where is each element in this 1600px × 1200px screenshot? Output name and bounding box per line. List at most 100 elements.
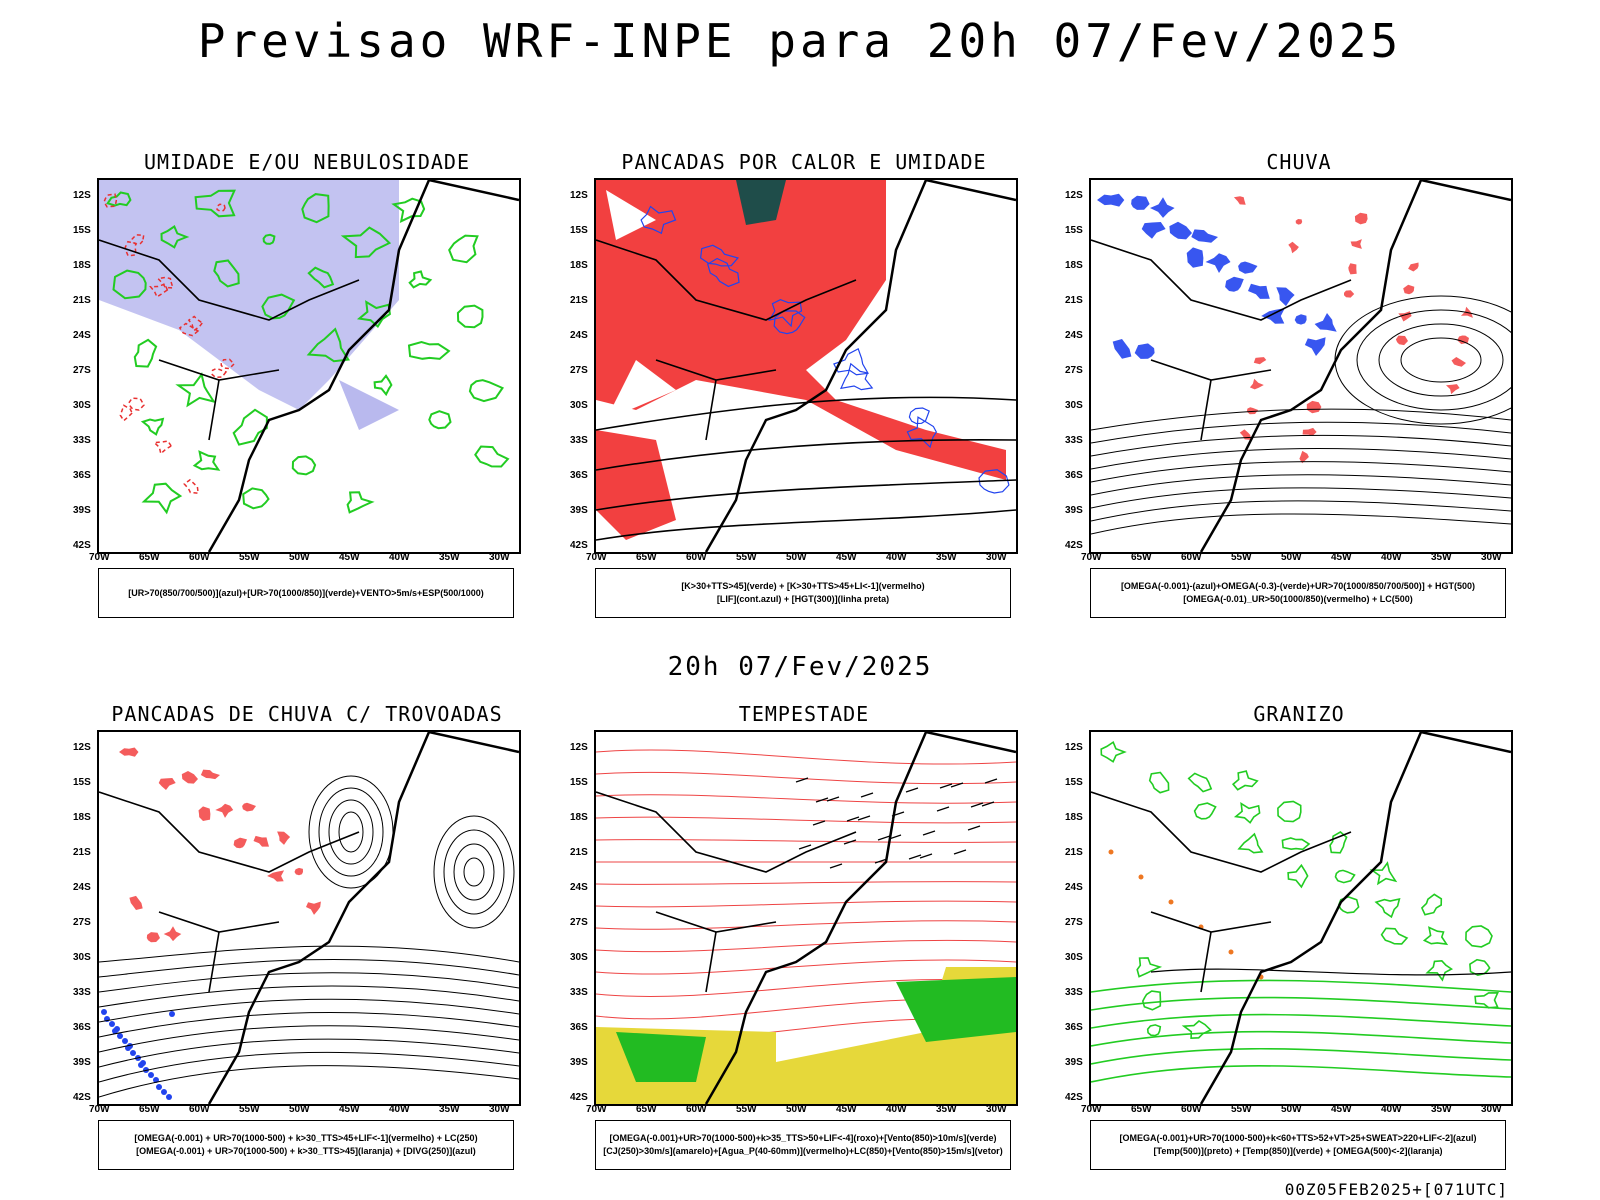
lat-tick-label: 39S <box>1065 1057 1083 1068</box>
lon-tick-label: 55W <box>1231 552 1252 563</box>
humidity-contour <box>468 379 505 403</box>
lon-tick-label: 45W <box>339 552 360 563</box>
convection-fill <box>596 430 676 540</box>
hgt-contour <box>1091 448 1511 470</box>
lat-tick-label: 42S <box>570 540 588 551</box>
temp850-contour <box>1091 996 1511 1011</box>
storm-red <box>158 778 176 790</box>
lon-tick-label: 30W <box>1481 1104 1502 1115</box>
coastline <box>1199 180 1511 552</box>
lat-tick-label: 15S <box>73 225 91 236</box>
humidity-contour <box>373 374 393 397</box>
wind-fill <box>896 977 1016 1042</box>
legend-line: [Temp(500)](preto) + [Temp(850)](verde) … <box>1153 1146 1443 1156</box>
lat-tick-label: 36S <box>570 1022 588 1033</box>
lon-tick-label: 70W <box>586 1104 607 1115</box>
precip-blue <box>1314 313 1337 332</box>
humidity-contour <box>346 491 375 514</box>
precip-blue <box>1294 314 1307 325</box>
humidity-contour <box>232 408 268 446</box>
legend-box: [OMEGA(-0.001)+UR>70(1000-500)+k>35_TTS>… <box>595 1120 1011 1170</box>
lon-tick-label: 65W <box>139 1104 160 1115</box>
humidity-contour <box>261 293 296 320</box>
temp850-contour <box>1469 958 1491 977</box>
storm-red <box>119 747 139 757</box>
wind-vector <box>826 796 840 802</box>
precip-red <box>1239 429 1251 440</box>
storm-red <box>242 802 256 812</box>
precip-red <box>1295 219 1303 225</box>
lon-tick-label: 60W <box>1181 1104 1202 1115</box>
panel-umidade: UMIDADE E/OU NEBULOSIDADE 12S 15S 18S 21S 24S… <box>57 142 557 634</box>
lat-tick-label: 12S <box>1065 742 1083 753</box>
lon-tick-label: 55W <box>736 1104 757 1115</box>
lon-tick-label: 65W <box>1131 552 1152 563</box>
lc-contour <box>596 920 1016 930</box>
lat-tick-label: 27S <box>570 365 588 376</box>
state-borders <box>1091 791 1352 993</box>
storm-red <box>277 831 291 845</box>
lon-tick-label: 55W <box>1231 1104 1252 1115</box>
precip-red <box>1348 263 1357 275</box>
legend-box: [K>30+TTS>45](verde) + [K>30+TTS>45+LI<-… <box>595 568 1011 618</box>
panel-trovoadas: PANCADAS DE CHUVA C/ TROVOADAS 12S 15S 18S 2… <box>57 694 557 1186</box>
hgt-contour <box>596 396 1016 431</box>
temp850-contour <box>1380 927 1409 945</box>
temp850-contour <box>1141 990 1162 1011</box>
lon-tick-label: 35W <box>439 1104 460 1115</box>
temp850-contour <box>1425 959 1454 982</box>
lat-tick-label: 12S <box>73 190 91 201</box>
panel-title: TEMPESTADE <box>738 702 870 726</box>
humidity-fill <box>99 180 399 410</box>
wind-vector <box>815 797 829 803</box>
lif-contour <box>839 362 874 391</box>
temp850-contour <box>1181 1020 1212 1040</box>
divergence-dot <box>117 1033 123 1039</box>
lon-tick-label: 65W <box>636 1104 657 1115</box>
lon-tick-label: 45W <box>1331 1104 1352 1115</box>
lon-tick-label: 50W <box>1281 1104 1302 1115</box>
convection-dark <box>736 180 786 225</box>
humidity-contour <box>141 482 183 515</box>
legend-box: [UR>70(850/700/500)](azul)+[UR>70(1000/8… <box>98 568 514 618</box>
wind-vector <box>908 854 922 860</box>
divergence-dot <box>125 1045 131 1051</box>
lon-tick-label: 55W <box>239 1104 260 1115</box>
streamline <box>443 829 505 915</box>
precip-blue <box>1276 287 1295 307</box>
humidity-contour <box>192 450 221 471</box>
precip-red <box>1403 284 1415 295</box>
precip-blue <box>1225 276 1244 292</box>
thickness-contour <box>183 478 200 495</box>
lat-tick-label: 27S <box>73 365 91 376</box>
wind-vector <box>795 777 809 783</box>
humidity-contour <box>291 455 317 476</box>
divergence-dot <box>112 1028 118 1034</box>
lat-tick-label: 30S <box>570 400 588 411</box>
temp850-contour <box>1231 770 1259 791</box>
temp850-contour <box>1337 896 1360 914</box>
lat-tick-label: 39S <box>570 1057 588 1068</box>
lon-tick-label: 70W <box>586 552 607 563</box>
lat-tick-label: 39S <box>73 1057 91 1068</box>
map-plot <box>594 178 1018 554</box>
lc-contour <box>596 749 1016 765</box>
divergence-dot <box>156 1084 162 1090</box>
lat-tick-label: 18S <box>73 812 91 823</box>
divergence-dot <box>138 1062 144 1068</box>
lon-tick-label: 40W <box>389 1104 410 1115</box>
lat-tick-label: 33S <box>570 987 588 998</box>
storm-red <box>163 926 182 942</box>
lat-tick-label: 15S <box>1065 777 1083 788</box>
lon-tick-label: 50W <box>289 552 310 563</box>
legend-line: [OMEGA(-0.001) + UR>70(1000-500) + k>30_… <box>136 1146 476 1156</box>
temp850-contour <box>1100 740 1127 763</box>
precip-red <box>1344 290 1355 298</box>
humidity-contour <box>262 233 276 245</box>
humidity-contour <box>175 372 216 408</box>
wind-vector <box>936 806 950 812</box>
lat-tick-label: 36S <box>73 1022 91 1033</box>
precip-blue <box>1097 193 1125 207</box>
thickness-contour <box>127 397 145 411</box>
lat-tick-label: 12S <box>570 190 588 201</box>
